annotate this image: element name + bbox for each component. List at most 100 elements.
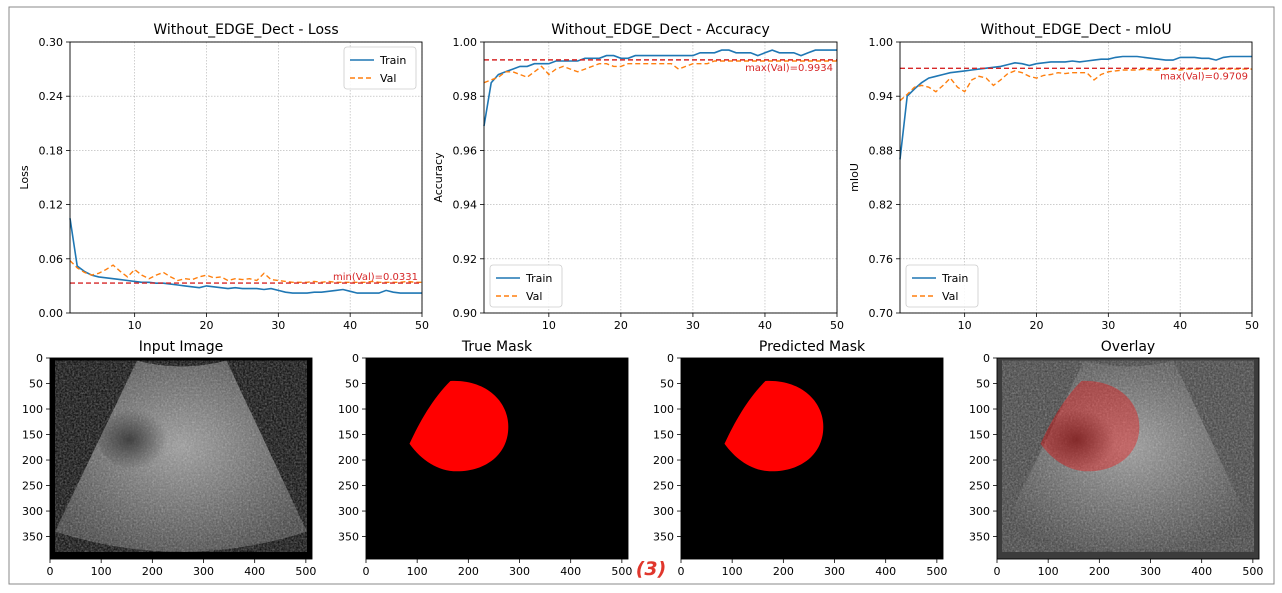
x-tick-label: 400: [875, 565, 896, 578]
overlay-mask-region: [1040, 380, 1140, 472]
y-tick-label: 0.18: [39, 144, 64, 157]
ultrasound-speckle: [1002, 360, 1254, 552]
y-axis-label: mIoU: [848, 163, 861, 192]
y-tick-label: 0.00: [39, 307, 64, 320]
y-tick-label: 0.96: [453, 144, 478, 157]
x-tick-label: 500: [1242, 565, 1263, 578]
y-tick-label: 0.98: [453, 90, 478, 103]
x-tick-label: 30: [1101, 319, 1115, 332]
x-tick-label: 20: [199, 319, 213, 332]
x-tick-label: 500: [295, 565, 316, 578]
chart-3: 10 20 30 40 50 0.70 0.76 0.82 0.88 0.94 1.00 max(Va…: [848, 22, 1259, 332]
image-panel-4: Overlay 0 100 200 300 400 500 0 50 100 150 200 250 30…: [969, 339, 1263, 578]
y-tick-label: 150: [22, 429, 43, 442]
reference-label: min(Val)=0.0331: [333, 272, 418, 283]
x-tick-label: 20: [614, 319, 628, 332]
y-tick-label: 1.00: [869, 36, 894, 49]
ultrasound-speckle: [55, 360, 307, 552]
legend: Train Val: [489, 264, 563, 308]
x-tick-label: 10: [958, 319, 972, 332]
plot-frame: [483, 41, 838, 314]
y-tick-label: 0.94: [869, 90, 894, 103]
y-tick-label: 200: [969, 454, 990, 467]
x-tick-label: 500: [611, 565, 632, 578]
plots-layer: 10 20 30 40 50 0.00 0.06 0.12 0.18 0.24 0.30 min(Va…: [18, 22, 1259, 332]
y-tick-label: 0.06: [39, 253, 64, 266]
y-tick-label: 150: [969, 429, 990, 442]
ultrasound-dark-region: [1045, 409, 1123, 471]
mask-region: [409, 380, 509, 472]
image-title: Predicted Mask: [759, 339, 866, 355]
legend-label-val: Val: [526, 290, 542, 303]
legend-label-train: Train: [941, 272, 968, 285]
y-tick-label: 50: [660, 378, 674, 391]
x-tick-label: 100: [91, 565, 112, 578]
y-tick-label: 0.76: [869, 253, 894, 266]
x-tick-label: 200: [142, 565, 163, 578]
x-tick-label: 50: [1245, 319, 1259, 332]
series-line-train: [69, 218, 422, 294]
x-tick-label: 40: [1173, 319, 1187, 332]
x-tick-label: 100: [1038, 565, 1059, 578]
y-tick-label: 0: [352, 352, 359, 365]
y-tick-label: 0.70: [869, 307, 894, 320]
y-tick-label: 1.00: [453, 36, 478, 49]
y-tick-label: 0.92: [453, 253, 478, 266]
image-panel-1: Input Image 0 100 200 300 400 500 0 50 100 150 200 2…: [22, 339, 316, 578]
legend-label-train: Train: [379, 54, 406, 67]
y-tick-label: 200: [338, 454, 359, 467]
y-tick-label: 150: [338, 429, 359, 442]
y-tick-label: 0.88: [869, 144, 894, 157]
figure-label: (3): [636, 558, 667, 580]
y-tick-label: 0: [667, 352, 674, 365]
plot-frame: [899, 41, 1253, 314]
y-tick-label: 250: [22, 480, 43, 493]
y-tick-label: 100: [969, 403, 990, 416]
image-frame: [680, 357, 944, 560]
y-tick-label: 100: [22, 403, 43, 416]
y-tick-label: 300: [22, 505, 43, 518]
chart-title: Without_EDGE_Dect - mIoU: [980, 22, 1171, 38]
y-tick-label: 0.30: [39, 36, 64, 49]
legend-label-val: Val: [942, 290, 958, 303]
x-tick-label: 500: [926, 565, 947, 578]
y-tick-label: 0.24: [39, 90, 64, 103]
y-tick-label: 50: [345, 378, 359, 391]
x-tick-label: 100: [407, 565, 428, 578]
legend-label-train: Train: [525, 272, 552, 285]
legend-label-val: Val: [380, 72, 396, 85]
x-tick-label: 50: [415, 319, 429, 332]
y-tick-label: 0.94: [453, 199, 478, 212]
x-tick-label: 40: [758, 319, 772, 332]
x-tick-label: 0: [678, 565, 685, 578]
chart-1: 10 20 30 40 50 0.00 0.06 0.12 0.18 0.24 0.30 min(Va…: [18, 22, 429, 332]
y-tick-label: 200: [653, 454, 674, 467]
mask-background: [681, 358, 943, 559]
y-tick-label: 300: [969, 505, 990, 518]
x-tick-label: 50: [830, 319, 844, 332]
x-tick-label: 10: [128, 319, 142, 332]
image-title: Overlay: [1101, 339, 1155, 355]
x-tick-label: 300: [1140, 565, 1161, 578]
x-tick-label: 40: [343, 319, 357, 332]
y-tick-label: 150: [653, 429, 674, 442]
y-tick-label: 350: [22, 531, 43, 544]
series-line-val: [483, 60, 837, 84]
x-tick-label: 200: [773, 565, 794, 578]
y-tick-label: 100: [338, 403, 359, 416]
y-tick-label: 350: [653, 531, 674, 544]
y-tick-label: 200: [22, 454, 43, 467]
x-tick-label: 30: [271, 319, 285, 332]
x-tick-label: 400: [1191, 565, 1212, 578]
image-panel-3: Predicted Mask 0 100 200 300 400 500 0 50 100 150 2…: [653, 339, 947, 578]
y-tick-label: 250: [969, 480, 990, 493]
x-tick-label: 20: [1029, 319, 1043, 332]
image-title: Input Image: [139, 339, 224, 355]
x-tick-label: 0: [363, 565, 370, 578]
y-axis-label: Loss: [18, 165, 31, 189]
mask-region: [724, 380, 824, 472]
series-line-train: [483, 49, 837, 127]
y-tick-label: 0: [36, 352, 43, 365]
x-tick-label: 400: [560, 565, 581, 578]
y-tick-label: 350: [338, 531, 359, 544]
